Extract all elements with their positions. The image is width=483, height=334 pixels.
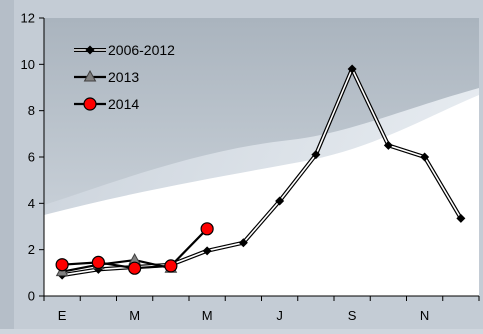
data-point bbox=[55, 258, 69, 272]
data-point bbox=[456, 213, 466, 223]
legend-marker bbox=[83, 97, 97, 111]
data-point bbox=[420, 152, 430, 162]
legend-item: 2006-2012 bbox=[74, 42, 175, 58]
y-tick-label: 12 bbox=[21, 11, 35, 26]
x-tick-label: J bbox=[276, 308, 283, 323]
x-tick-label: E bbox=[58, 308, 67, 323]
y-tick-label: 0 bbox=[28, 289, 35, 304]
legend-label: 2013 bbox=[108, 69, 139, 85]
y-tick-label: 6 bbox=[28, 150, 35, 165]
left-strip bbox=[0, 0, 14, 329]
data-point bbox=[128, 261, 142, 275]
data-point bbox=[202, 246, 212, 256]
y-tick-labels: 0 2 4 6 8 10 12 bbox=[21, 11, 35, 304]
axes bbox=[39, 17, 480, 301]
legend-label: 2014 bbox=[108, 96, 139, 112]
x-tick-label: M bbox=[202, 308, 213, 323]
x-tick-label: M bbox=[129, 308, 140, 323]
legend: 2006-2012 2013 2014 bbox=[74, 42, 175, 112]
y-tick-label: 10 bbox=[21, 57, 35, 72]
data-point bbox=[91, 255, 105, 270]
y-tick-label: 4 bbox=[28, 196, 35, 211]
data-point bbox=[275, 196, 285, 206]
x-tick-label: S bbox=[348, 308, 357, 323]
y-tick-label: 2 bbox=[28, 242, 35, 257]
legend-marker bbox=[83, 69, 97, 82]
data-point bbox=[164, 259, 178, 273]
legend-item: 2014 bbox=[74, 96, 139, 112]
legend-label: 2006-2012 bbox=[108, 42, 175, 58]
x-tick-label: N bbox=[420, 308, 429, 323]
plot-background bbox=[44, 18, 479, 296]
series-layer bbox=[55, 64, 466, 280]
series-2014 bbox=[55, 222, 214, 275]
data-point bbox=[347, 64, 357, 74]
y-tick-label: 8 bbox=[28, 103, 35, 118]
legend-item: 2013 bbox=[74, 69, 139, 85]
data-point bbox=[200, 222, 214, 236]
data-point bbox=[383, 140, 393, 150]
data-point bbox=[238, 238, 248, 248]
data-point bbox=[311, 150, 321, 160]
series-line bbox=[61, 259, 172, 273]
legend-marker bbox=[85, 45, 95, 55]
